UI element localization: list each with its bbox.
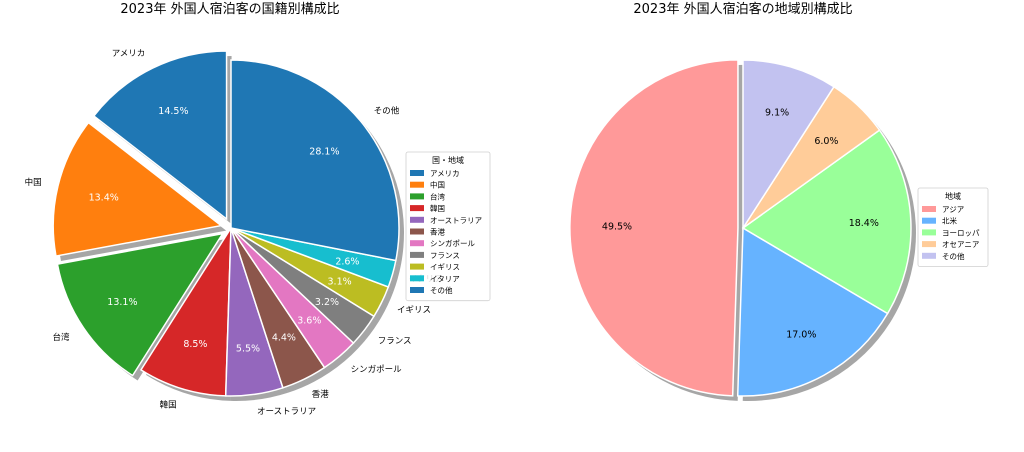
legend-nationality: 国・地域アメリカ中国台湾韓国オーストラリア香港シンガポールフランスイギリスイタリ… <box>405 151 491 302</box>
legend-frame <box>405 151 491 302</box>
legend-entry: シンガポール <box>430 238 475 248</box>
legend-entry: その他 <box>430 285 453 295</box>
legend-entry: 北米 <box>942 216 957 226</box>
percentage-label: 8.5% <box>183 339 207 350</box>
percentage-label: 28.1% <box>309 147 339 158</box>
legend-swatch <box>410 181 424 188</box>
chart-title-region: 2023年 外国人宿泊客の地域別構成比 <box>633 1 852 17</box>
legend-entry: フランス <box>430 251 460 260</box>
pie-nationality: アメリカ中国台湾韓国オーストラリア香港シンガポールフランスイギリスイタリアその他… <box>25 49 443 417</box>
legend-swatch <box>410 205 424 212</box>
legend-entry: その他 <box>942 251 965 261</box>
legend-title: 国・地域 <box>432 155 464 165</box>
slice-label: 台湾 <box>52 332 70 343</box>
percentage-label: 4.4% <box>272 332 296 343</box>
pie-slice <box>742 59 835 231</box>
pie-slice <box>736 226 889 397</box>
legend-entry: イギリス <box>430 263 460 272</box>
percentage-label: 14.5% <box>158 106 188 117</box>
percentage-label: 49.5% <box>602 222 632 233</box>
pie-slice <box>56 232 225 377</box>
legend-swatch <box>922 241 936 248</box>
legend-entry: アメリカ <box>430 169 460 178</box>
legend-entry: 台湾 <box>430 191 445 201</box>
slice-label: イギリス <box>397 305 431 315</box>
pie-slice <box>741 129 912 315</box>
pie-slice <box>52 121 223 257</box>
slice-label: 韓国 <box>160 400 177 411</box>
legend-swatch <box>922 206 936 212</box>
legend-entry: 中国 <box>430 180 445 190</box>
legend-swatch <box>410 170 424 176</box>
legend-entry: ヨーロッパ <box>942 228 980 237</box>
percentage-label: 5.5% <box>236 343 260 354</box>
legend-entry: 韓国 <box>430 203 445 213</box>
slice-label: その他 <box>374 106 400 117</box>
percentage-label: 13.1% <box>107 297 137 308</box>
slice-label: オーストラリア <box>257 407 316 417</box>
legend-entry: 香港 <box>430 227 445 237</box>
legend-entry: アジア <box>942 205 964 214</box>
slice-label: フランス <box>378 336 412 346</box>
legend-entry: イタリア <box>430 274 460 283</box>
slice-label: シンガポール <box>351 364 403 375</box>
pie-slice <box>569 59 739 397</box>
legend-swatch <box>410 216 424 223</box>
legend-swatch <box>410 240 424 247</box>
chart-title-nationality: 2023年 外国人宿泊客の国籍別構成比 <box>120 1 339 17</box>
legend-swatch <box>410 275 424 282</box>
slice-label: 香港 <box>312 389 330 400</box>
legend-swatch <box>922 217 936 224</box>
pie-slice <box>92 50 228 221</box>
percentage-label: 13.4% <box>89 193 119 204</box>
slice-label: 中国 <box>25 177 42 188</box>
legend-swatch <box>410 287 424 293</box>
percentage-label: 18.4% <box>849 218 879 229</box>
pie-region: 49.5% 17.0% 18.4% 6.0% 9.1% <box>569 59 916 402</box>
percentage-label: 3.1% <box>328 277 352 288</box>
legend-title: 地域 <box>945 191 961 201</box>
legend-swatch <box>410 251 424 258</box>
percentage-label: 9.1% <box>765 107 789 118</box>
legend-swatch <box>922 252 936 259</box>
legend-swatch <box>410 193 424 200</box>
percentage-label: 3.6% <box>297 316 321 327</box>
slice-label: アメリカ <box>112 49 146 59</box>
percentage-label: 3.2% <box>315 297 339 308</box>
percentage-label: 17.0% <box>786 330 816 341</box>
legend-swatch <box>410 228 424 235</box>
legend-swatch <box>922 229 936 236</box>
legend-swatch <box>410 263 424 270</box>
pie-slice <box>230 59 400 262</box>
legend-entry: オセアニア <box>942 240 979 249</box>
pie-slice <box>139 225 232 397</box>
percentage-label: 6.0% <box>814 136 838 147</box>
percentage-label: 2.6% <box>335 257 359 268</box>
legend-entry: オーストラリア <box>430 216 482 225</box>
